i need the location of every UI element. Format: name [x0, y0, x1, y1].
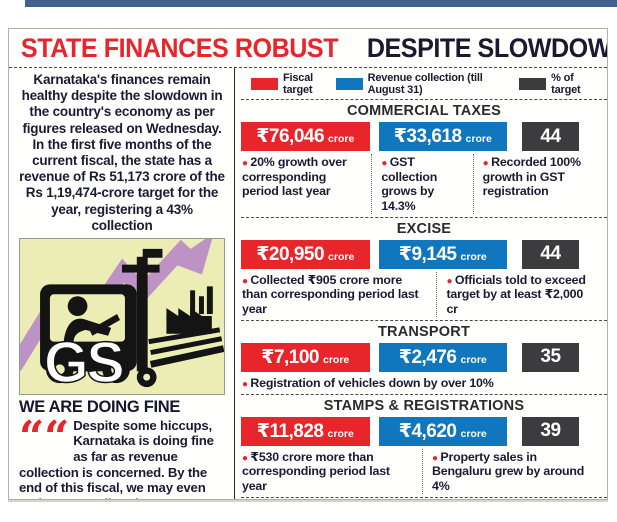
- section-mines-geology: MINES & GEOLOGY ₹3,550 crore ₹1,314 cror…: [241, 498, 607, 500]
- value-unit: crore: [460, 250, 487, 263]
- legend-item-revenue-collection: Revenue collection (till August 31): [335, 72, 520, 96]
- fiscal-target-value: ₹76,046: [256, 126, 325, 147]
- revenue-collection-box: ₹9,145 crore: [378, 239, 507, 269]
- forklift-body: [40, 284, 157, 387]
- title-rest: DESPITE SLOWDOWN: [366, 33, 608, 63]
- content-columns: Karnataka's finances remain healthy desp…: [9, 68, 607, 500]
- title-highlight: STATE FINANCES ROBUST: [20, 33, 339, 63]
- value-boxes: ₹11,828 crore ₹4,620 crore 39: [241, 416, 579, 446]
- section-commercial-taxes: COMMERCIAL TAXES ₹76,046 crore ₹33,618 c…: [241, 100, 607, 218]
- fiscal-target-box: ₹20,950 crore: [241, 239, 370, 269]
- revenue-collection-value: ₹33,618: [393, 126, 462, 147]
- factory-icon: [166, 286, 213, 334]
- bullet-item: 20% growth over corresponding period las…: [241, 154, 371, 214]
- intro-text: Karnataka's finances remain healthy desp…: [19, 72, 225, 233]
- value-unit: crore: [328, 250, 355, 263]
- bullet-item: Registration of vehicles down by over 10…: [241, 375, 603, 391]
- revenue-collection-value: ₹9,145: [398, 243, 457, 265]
- bullet-list: Collected ₹905 crore more than correspon…: [241, 271, 607, 317]
- fiscal-target-value: ₹20,950: [256, 243, 325, 265]
- section-header: EXCISE: [396, 220, 452, 237]
- left-column: Karnataka's finances remain healthy desp…: [9, 68, 235, 499]
- bullet-item: ₹530 crore more than corresponding perio…: [241, 449, 422, 494]
- quote-heading: WE ARE DOING FINE: [19, 397, 181, 416]
- revenue-collection-value: ₹4,620: [398, 420, 457, 442]
- revenue-collection-box: ₹2,476 crore: [378, 342, 507, 372]
- bullet-item: GST collection grows by 14.3%: [371, 154, 472, 214]
- pct-of-target-value: 35: [540, 346, 561, 368]
- legend-label: % of target: [551, 72, 581, 96]
- page-title: STATE FINANCES ROBUST DESPITE SLOWDOWN: [9, 29, 607, 68]
- pct-of-target-value: 39: [540, 420, 561, 442]
- revenue-collection-value: ₹2,476: [398, 346, 457, 368]
- value-unit: crore: [460, 353, 487, 366]
- bullet-list: ₹530 crore more than corresponding perio…: [241, 448, 607, 494]
- revenue-collection-box: ₹4,620 crore: [378, 416, 507, 446]
- section-header: TRANSPORT: [377, 323, 471, 340]
- cargo-stack: [148, 327, 224, 368]
- pct-of-target-value: 44: [540, 243, 561, 265]
- driver-icon: [63, 296, 121, 342]
- gst-forklift-illustration: GS: [19, 237, 225, 395]
- fiscal-target-swatch-icon: [251, 78, 278, 90]
- section-header: COMMERCIAL TAXES: [346, 103, 502, 119]
- infographic-card: STATE FINANCES ROBUST DESPITE SLOWDOWN Ka…: [8, 28, 608, 500]
- pct-of-target-box: 35: [522, 342, 579, 372]
- fiscal-target-box: ₹76,046 crore: [241, 122, 370, 151]
- pct-of-target-swatch-icon: [519, 78, 547, 90]
- quote-mark-icon: ““: [19, 411, 70, 463]
- gst-letters: GS: [44, 331, 123, 394]
- value-unit: crore: [460, 427, 487, 440]
- legend-item-fiscal-target: Fiscal target: [251, 72, 336, 96]
- quote-text: Despite some hiccups, Karnataka is doing…: [19, 417, 214, 499]
- chart-legend: Fiscal target Revenue collection (till A…: [241, 68, 607, 100]
- bullet-item: Recorded 100% growth in GST registration: [472, 154, 603, 214]
- section-header: MINES & GEOLOGY: [241, 499, 607, 500]
- value-unit: crore: [328, 133, 355, 145]
- bullet-list: Registration of vehicles down by over 10…: [241, 375, 607, 391]
- section-stamps-registrations: STAMPS & REGISTRATIONS ₹11,828 crore ₹4,…: [241, 395, 607, 498]
- value-boxes: ₹20,950 crore ₹9,145 crore 44: [241, 239, 579, 269]
- value-unit: crore: [465, 133, 492, 145]
- right-column: Fiscal target Revenue collection (till A…: [235, 68, 607, 500]
- fiscal-target-box: ₹7,100 crore: [241, 342, 370, 372]
- bullet-item: Officials told to exceed target by at le…: [436, 271, 603, 317]
- masthead-bar: [25, 0, 617, 7]
- pct-of-target-box: 44: [522, 122, 579, 151]
- bullet-item: Collected ₹905 crore more than correspon…: [241, 272, 436, 317]
- quote-block: ““ Despite some hiccups, Karnataka is doi…: [19, 411, 225, 499]
- legend-label: Revenue collection (till August 31): [367, 72, 483, 96]
- revenue-collection-swatch-icon: [335, 78, 363, 90]
- gst-forklift-graphic: GS: [20, 238, 224, 394]
- legend-item-pct-of-target: % of target: [519, 72, 597, 96]
- revenue-collection-box: ₹33,618 crore: [378, 122, 507, 151]
- value-unit: crore: [323, 353, 350, 366]
- value-boxes: ₹7,100 crore ₹2,476 crore 35: [241, 342, 579, 372]
- fiscal-target-value: ₹11,828: [256, 420, 324, 442]
- forklift-mast: [122, 248, 163, 372]
- pct-of-target-box: 39: [522, 416, 579, 446]
- value-boxes: ₹76,046 crore ₹33,618 crore 44: [241, 122, 579, 151]
- section-header: STAMPS & REGISTRATIONS: [323, 397, 525, 414]
- bullet-item: Property sales in Bengaluru grew by arou…: [422, 448, 603, 494]
- legend-label: Fiscal target: [283, 72, 313, 96]
- section-transport: TRANSPORT ₹7,100 crore ₹2,476 crore 35: [241, 321, 607, 395]
- section-excise: EXCISE ₹20,950 crore ₹9,145 crore 44: [241, 218, 607, 321]
- fiscal-target-box: ₹11,828 crore: [241, 416, 370, 446]
- value-unit: crore: [327, 427, 354, 440]
- bullet-list: 20% growth over corresponding period las…: [241, 154, 607, 214]
- pct-of-target-value: 44: [540, 125, 561, 147]
- pct-of-target-box: 44: [522, 239, 579, 269]
- fiscal-target-value: ₹7,100: [261, 346, 319, 368]
